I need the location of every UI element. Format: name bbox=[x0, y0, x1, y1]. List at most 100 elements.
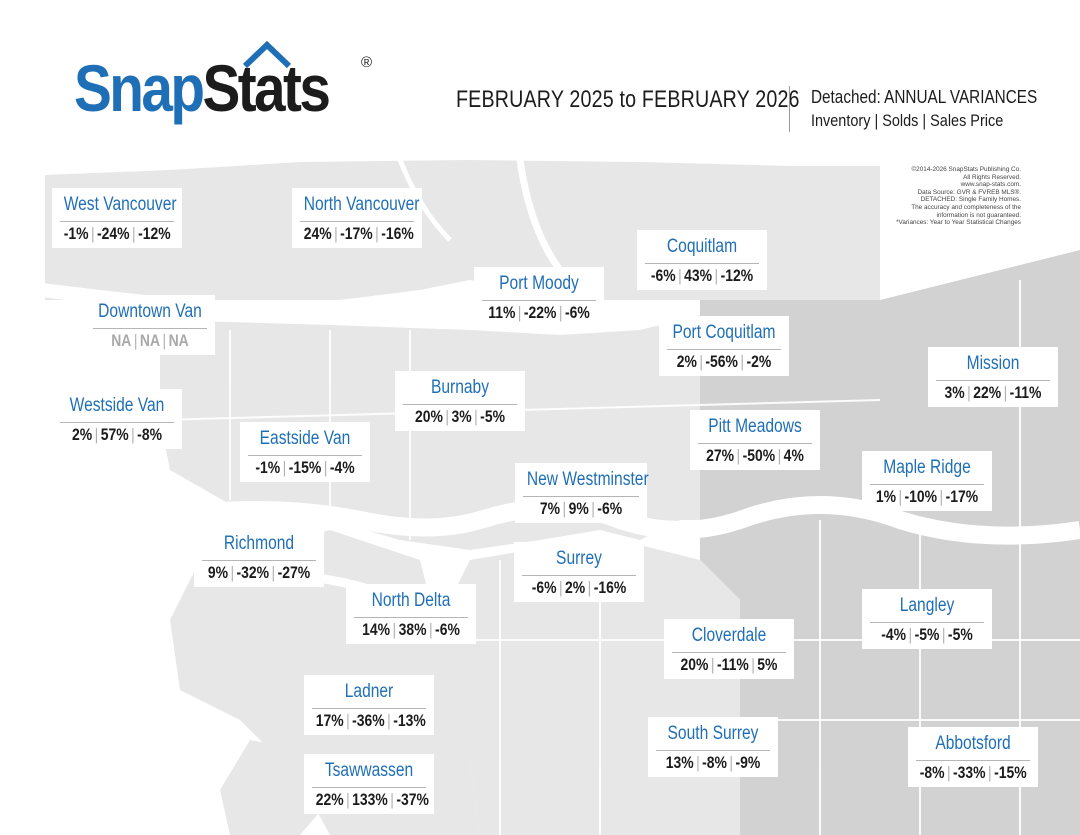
region-name: Richmond bbox=[223, 533, 295, 554]
region-card-pitt-meadows: Pitt Meadows 27% | -50% | 4% bbox=[690, 410, 820, 470]
solds-value: 2% bbox=[565, 578, 586, 597]
region-values: -4% | -5% | -5% bbox=[881, 625, 973, 644]
inventory-value: 2% bbox=[676, 352, 697, 371]
inventory-value: 17% bbox=[315, 711, 344, 730]
inventory-value: 24% bbox=[303, 224, 332, 243]
solds-value: -11% bbox=[716, 655, 749, 674]
region-card-west-vancouver: West Vancouver -1% | -24% | -12% bbox=[52, 188, 182, 248]
region-name: West Vancouver bbox=[63, 194, 177, 215]
solds-value: 22% bbox=[973, 383, 1002, 402]
inventory-value: 27% bbox=[706, 446, 735, 465]
region-values: 3% | 22% | -11% bbox=[944, 383, 1042, 402]
solds-value: -36% bbox=[352, 711, 385, 730]
card-divider bbox=[870, 622, 984, 623]
region-values: 7% | 9% | -6% bbox=[539, 499, 623, 518]
card-divider bbox=[656, 750, 770, 751]
price-value: 4% bbox=[783, 446, 804, 465]
solds-value: -5% bbox=[914, 625, 940, 644]
region-values: 22% | 133% | -37% bbox=[315, 790, 429, 809]
credit-line: information is not guaranteed. bbox=[936, 211, 1021, 219]
region-name: Tsawwassen bbox=[324, 760, 414, 781]
credit-line: Data Source: GVR & FVREB MLS®. bbox=[917, 188, 1021, 196]
region-card-ladner: Ladner 17% | -36% | -13% bbox=[304, 675, 434, 735]
inventory-value: 20% bbox=[415, 407, 443, 426]
region-name: Abbotsford bbox=[935, 733, 1011, 754]
price-value: -5% bbox=[947, 625, 973, 644]
solds-value: -32% bbox=[236, 563, 270, 582]
inventory-value: 2% bbox=[72, 425, 93, 444]
inventory-value: -1% bbox=[63, 224, 89, 243]
logo-word-snap: Snap bbox=[74, 51, 205, 125]
credit-line: DETACHED: Single Family Homes. bbox=[920, 196, 1021, 204]
solds-value: 9% bbox=[568, 499, 589, 518]
region-card-abbotsford: Abbotsford -8% | -33% | -15% bbox=[908, 727, 1038, 787]
region-card-burnaby: Burnaby 20% | 3% | -5% bbox=[395, 371, 525, 431]
inventory-value: 22% bbox=[315, 790, 344, 809]
region-values: 20% | 3% | -5% bbox=[415, 407, 505, 426]
card-divider bbox=[936, 380, 1050, 381]
logo-word-stats: Stats bbox=[202, 51, 330, 125]
credit-line: All Rights Reserved. bbox=[963, 173, 1021, 181]
price-value: NA bbox=[168, 331, 189, 350]
region-card-westside-van: Westside Van 2% | 57% | -8% bbox=[52, 389, 182, 449]
card-divider bbox=[93, 328, 207, 329]
region-name: New Westminster bbox=[526, 469, 649, 490]
region-values: -1% | -15% | -4% bbox=[255, 458, 355, 477]
card-divider bbox=[482, 300, 596, 301]
region-values: -1% | -24% | -12% bbox=[63, 224, 171, 243]
region-card-eastside-van: Eastside Van -1% | -15% | -4% bbox=[240, 422, 370, 482]
region-name: Maple Ridge bbox=[883, 457, 971, 478]
card-divider bbox=[60, 422, 174, 423]
solds-value: -50% bbox=[742, 446, 776, 465]
region-values: NA | NA | NA bbox=[111, 331, 189, 350]
region-name: South Surrey bbox=[667, 723, 759, 744]
inventory-value: 13% bbox=[665, 753, 694, 772]
region-card-south-surrey: South Surrey 13% | -8% | -9% bbox=[648, 717, 778, 777]
inventory-value: 7% bbox=[539, 499, 561, 518]
card-divider bbox=[645, 263, 759, 264]
report-type: Detached: ANNUAL VARIANCES bbox=[811, 87, 1038, 107]
region-card-coquitlam: Coquitlam -6% | 43% | -12% bbox=[637, 230, 767, 290]
region-card-north-delta: North Delta 14% | 38% | -6% bbox=[346, 584, 476, 644]
region-values: -6% | 43% | -12% bbox=[650, 266, 754, 285]
price-value: -17% bbox=[945, 487, 979, 506]
card-divider bbox=[667, 349, 781, 350]
price-value: -4% bbox=[329, 458, 355, 477]
registered-mark: ® bbox=[361, 54, 373, 71]
region-name: Eastside Van bbox=[259, 428, 351, 449]
solds-value: -22% bbox=[523, 303, 557, 322]
inventory-value: -8% bbox=[919, 763, 945, 782]
card-divider bbox=[698, 443, 812, 444]
region-card-north-vancouver: North Vancouver 24% | -17% | -16% bbox=[292, 188, 422, 248]
region-name: Cloverdale bbox=[691, 625, 767, 646]
credits-block: ©2014-2026 SnapStats Publishing Co. All … bbox=[791, 166, 1021, 227]
inventory-value: 14% bbox=[362, 620, 391, 639]
price-value: -16% bbox=[593, 578, 627, 597]
inventory-value: NA bbox=[111, 331, 132, 350]
card-divider bbox=[522, 575, 636, 576]
region-values: 2% | 57% | -8% bbox=[72, 425, 162, 444]
card-divider bbox=[202, 560, 316, 561]
price-value: -13% bbox=[393, 711, 426, 730]
snapstats-logo: SnapStats ® bbox=[74, 40, 384, 130]
inventory-value: -6% bbox=[650, 266, 676, 285]
price-value: -12% bbox=[138, 224, 171, 243]
report-period: FEBRUARY 2025 to FEBRUARY 2026 bbox=[456, 86, 800, 113]
price-value: -9% bbox=[735, 753, 761, 772]
solds-value: -24% bbox=[97, 224, 130, 243]
region-values: 9% | -32% | -27% bbox=[207, 563, 311, 582]
region-values: 2% | -56% | -2% bbox=[676, 352, 772, 371]
region-name: Surrey bbox=[556, 548, 602, 569]
solds-value: 43% bbox=[684, 266, 713, 285]
card-divider bbox=[523, 496, 639, 497]
solds-value: 38% bbox=[398, 620, 427, 639]
region-card-port-coquitlam: Port Coquitlam 2% | -56% | -2% bbox=[659, 316, 789, 376]
region-card-langley: Langley -4% | -5% | -5% bbox=[862, 589, 992, 649]
price-value: -11% bbox=[1009, 383, 1042, 402]
house-roof-icon bbox=[242, 40, 292, 69]
price-value: -12% bbox=[720, 266, 754, 285]
solds-value: 57% bbox=[100, 425, 129, 444]
solds-value: -10% bbox=[904, 487, 938, 506]
region-values: 20% | -11% | 5% bbox=[680, 655, 778, 674]
credit-line: www.snap-stats.com. bbox=[960, 181, 1021, 189]
